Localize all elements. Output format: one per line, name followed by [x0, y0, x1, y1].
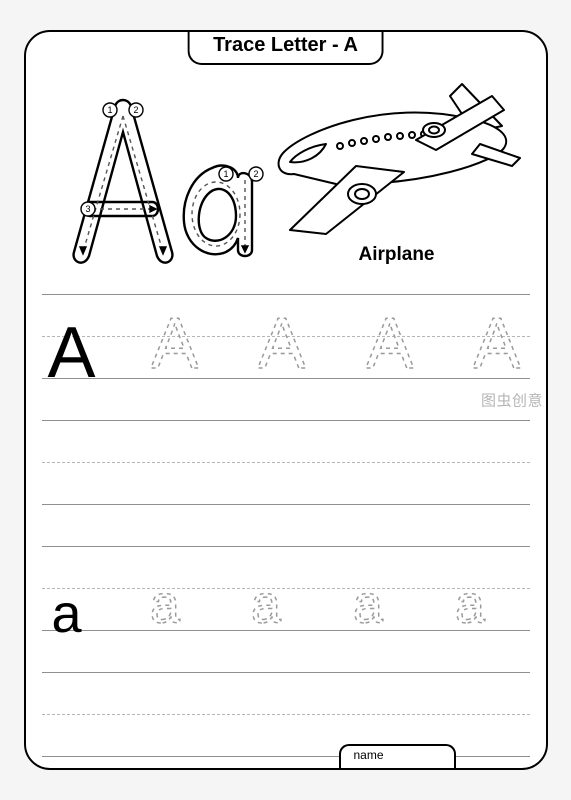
writing-row-blank: [42, 672, 530, 770]
exemplar-letter: a: [52, 598, 82, 630]
name-field[interactable]: name: [339, 744, 455, 770]
trace-letter[interactable]: a: [146, 576, 184, 630]
guide-line: [42, 756, 530, 757]
svg-text:A: A: [473, 306, 521, 378]
worksheet-sheet: Trace Letter - A: [24, 30, 548, 770]
trace-letter[interactable]: A: [361, 306, 419, 378]
svg-text:a: a: [353, 576, 384, 630]
worksheet-title: Trace Letter - A: [187, 30, 384, 65]
row-letters: AAAAA: [42, 294, 530, 406]
trace-letter[interactable]: a: [349, 576, 387, 630]
trace-letter[interactable]: A: [468, 306, 526, 378]
practice-rows: AAAAAaaaaa: [42, 294, 530, 770]
badge-upper-3: 3: [85, 204, 90, 214]
badge-upper-1: 1: [107, 105, 112, 115]
svg-text:A: A: [258, 306, 306, 378]
writing-row-upper: AAAAA: [42, 294, 530, 406]
badge-lower-2: 2: [253, 169, 258, 179]
svg-text:a: a: [149, 576, 180, 630]
exemplar-letter: A: [48, 328, 96, 378]
illustration-airplane: Airplane: [266, 66, 528, 276]
svg-text:A: A: [366, 306, 414, 378]
writing-row-lower: aaaaa: [42, 546, 530, 658]
guide-line: [42, 504, 530, 505]
hero-trace-letters: 1 2 3: [50, 80, 270, 280]
trace-letter[interactable]: A: [146, 306, 204, 378]
guide-line: [42, 420, 530, 421]
svg-text:A: A: [150, 306, 198, 378]
badge-lower-1: 1: [223, 169, 228, 179]
uppercase-a-outline: 1 2 3: [73, 100, 172, 263]
lowercase-a-outline: 1 2: [183, 166, 262, 256]
illustration-label: Airplane: [266, 244, 528, 266]
guide-line: [42, 462, 530, 463]
guide-line: [42, 672, 530, 673]
row-letters: aaaaa: [42, 546, 530, 658]
svg-text:a: a: [251, 576, 282, 630]
trace-letter[interactable]: a: [247, 576, 285, 630]
trace-letter[interactable]: A: [253, 306, 311, 378]
guide-line: [42, 714, 530, 715]
svg-text:a: a: [455, 576, 486, 630]
trace-letter[interactable]: a: [451, 576, 489, 630]
hero-section: 1 2 3: [26, 70, 546, 286]
writing-row-blank: [42, 420, 530, 532]
badge-upper-2: 2: [133, 105, 138, 115]
